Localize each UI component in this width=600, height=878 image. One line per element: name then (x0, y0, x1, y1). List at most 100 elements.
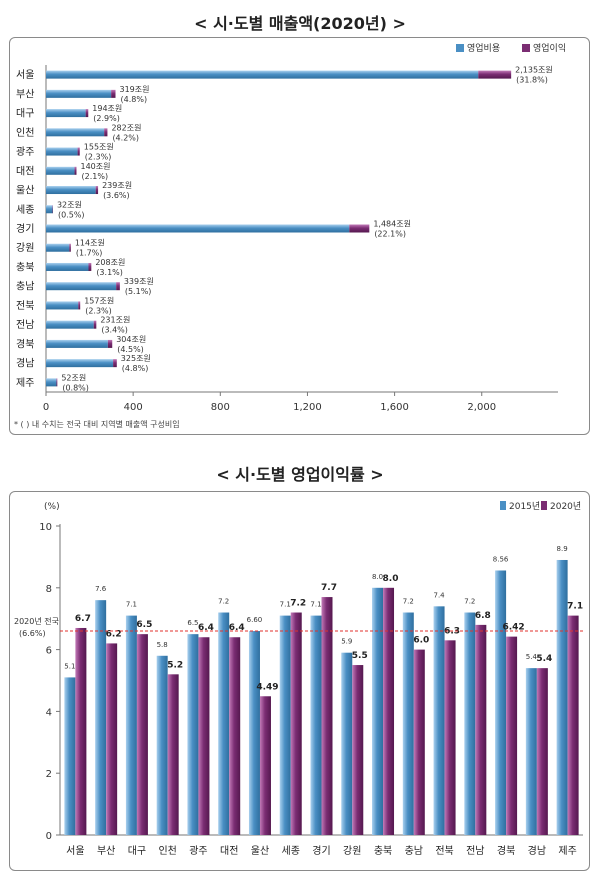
value-label-2015: 7.2 (464, 598, 475, 606)
bar-operating-cost (46, 339, 108, 348)
bar-operating-profit (85, 109, 89, 118)
value-label-2015: 7.2 (218, 598, 229, 606)
bar-operating-cost (46, 378, 57, 387)
bar-2020 (413, 649, 425, 835)
category-label: 전남 (16, 319, 34, 331)
bar-2020 (444, 640, 456, 835)
bar-2015 (495, 570, 507, 835)
value-label-2015: 7.4 (433, 591, 445, 599)
value-label-2020: 7.7 (321, 583, 337, 593)
value-label-2015: 5.9 (341, 638, 352, 646)
value-label-2020: 6.42 (502, 623, 524, 633)
bar-operating-profit (74, 166, 77, 175)
value-label-2020: 6.2 (106, 629, 122, 639)
value-label-2015: 8.56 (493, 555, 509, 563)
legend-label-2020: 2020년 (550, 501, 581, 512)
bar-2020 (567, 615, 579, 835)
bar-operating-cost (46, 70, 479, 79)
total-revenue-label: 282조원 (111, 123, 141, 132)
bar-2015 (64, 677, 76, 835)
total-revenue-label: 339조원 (124, 277, 154, 286)
share-label: (31.8%) (516, 76, 548, 85)
x-tick-label: 1,600 (380, 402, 409, 413)
category-label: 충북 (16, 261, 34, 273)
share-label: (22.1%) (374, 230, 406, 239)
bar-2015 (310, 615, 322, 835)
category-label: 경기 (16, 222, 34, 235)
chart-title-margin: < 시·도별 영업이익률 > (216, 465, 384, 484)
total-revenue-label: 1,484조원 (373, 220, 411, 229)
category-label: 대구 (128, 845, 146, 857)
bar-operating-profit (56, 378, 58, 387)
category-label: 세종 (282, 845, 300, 857)
bar-operating-profit (69, 243, 71, 252)
bar-2015 (248, 631, 260, 835)
bar-2020 (75, 627, 87, 835)
value-label-2020: 6.4 (198, 623, 214, 633)
total-revenue-label: 208조원 (95, 258, 125, 267)
bar-2015 (279, 615, 291, 835)
category-label: 전북 (435, 845, 453, 857)
y-tick-label: 6 (46, 646, 52, 657)
x-tick-label: 400 (124, 402, 143, 413)
category-label: 제주 (558, 845, 576, 857)
total-revenue-label: 239조원 (102, 181, 132, 190)
bar-operating-cost (46, 205, 53, 214)
x-tick-label: 0 (43, 402, 49, 413)
y-tick-label: 2 (46, 769, 52, 780)
legend: 영업비용 영업이익 (456, 42, 566, 54)
bar-2020 (290, 612, 302, 835)
bar-2020 (259, 696, 271, 835)
y-axis-unit: (%) (44, 502, 60, 512)
bar-operating-cost (46, 320, 94, 329)
bar-operating-profit (111, 89, 116, 98)
bar-2015 (433, 606, 445, 835)
bar-operating-profit (349, 224, 370, 233)
share-label: (2.1%) (82, 172, 109, 181)
share-label: (4.2%) (112, 133, 139, 142)
category-label: 경남 (16, 357, 34, 370)
category-label: 경북 (497, 844, 515, 857)
bar-operating-profit (78, 301, 81, 310)
chart-title-revenue: < 시·도별 매출액(2020년) > (194, 14, 406, 33)
total-revenue-label: 2,135조원 (515, 66, 553, 75)
value-label-2020: 5.5 (352, 651, 368, 661)
bar-2015 (525, 668, 537, 835)
bar-2015 (95, 600, 107, 835)
bar-2020 (506, 636, 518, 835)
bar-2020 (321, 597, 333, 835)
x-tick-label: 1,200 (293, 402, 322, 413)
share-label: (2.3%) (85, 306, 112, 315)
value-label-2015: 7.1 (126, 601, 137, 609)
footnote: * ( ) 내 수치는 전국 대비 지역별 매출액 구성비임 (14, 419, 180, 429)
value-label-2015: 7.2 (403, 598, 414, 606)
category-label: 인천 (16, 127, 34, 139)
category-label: 대전 (220, 845, 238, 857)
category-label: 경남 (528, 844, 546, 857)
bar-operating-profit (93, 320, 97, 329)
bar-operating-cost (46, 359, 114, 368)
category-label: 울산 (251, 845, 269, 857)
value-label-2015: 7.1 (310, 601, 321, 609)
category-label: 충남 (405, 845, 423, 857)
bar-operating-profit (104, 128, 108, 137)
legend-swatch-2020 (541, 501, 547, 510)
total-revenue-label: 140조원 (81, 162, 111, 171)
bar-2020 (198, 637, 210, 835)
value-label-2015: 8.9 (557, 545, 568, 553)
national-average-value: (6.6%) (19, 629, 46, 638)
total-revenue-label: 194조원 (92, 104, 122, 113)
bar-2015 (372, 587, 384, 835)
bar-operating-profit (478, 70, 512, 79)
value-label-2020: 7.1 (567, 602, 583, 612)
bar-operating-profit (107, 339, 113, 348)
revenue-chart-panel: 영업비용 영업이익 0 400 800 1,200 1,600 2,000 서울 2,135조원(… (9, 37, 590, 435)
legend-label-2015: 2015년 (509, 501, 540, 512)
value-label-2020: 6.7 (75, 614, 91, 624)
share-label: (1.7%) (76, 249, 103, 258)
share-label: (5.1%) (125, 287, 152, 296)
value-label-2020: 6.4 (229, 623, 245, 633)
category-label: 서울 (66, 845, 84, 857)
category-label: 충북 (374, 845, 392, 857)
bar-2020 (383, 587, 395, 835)
